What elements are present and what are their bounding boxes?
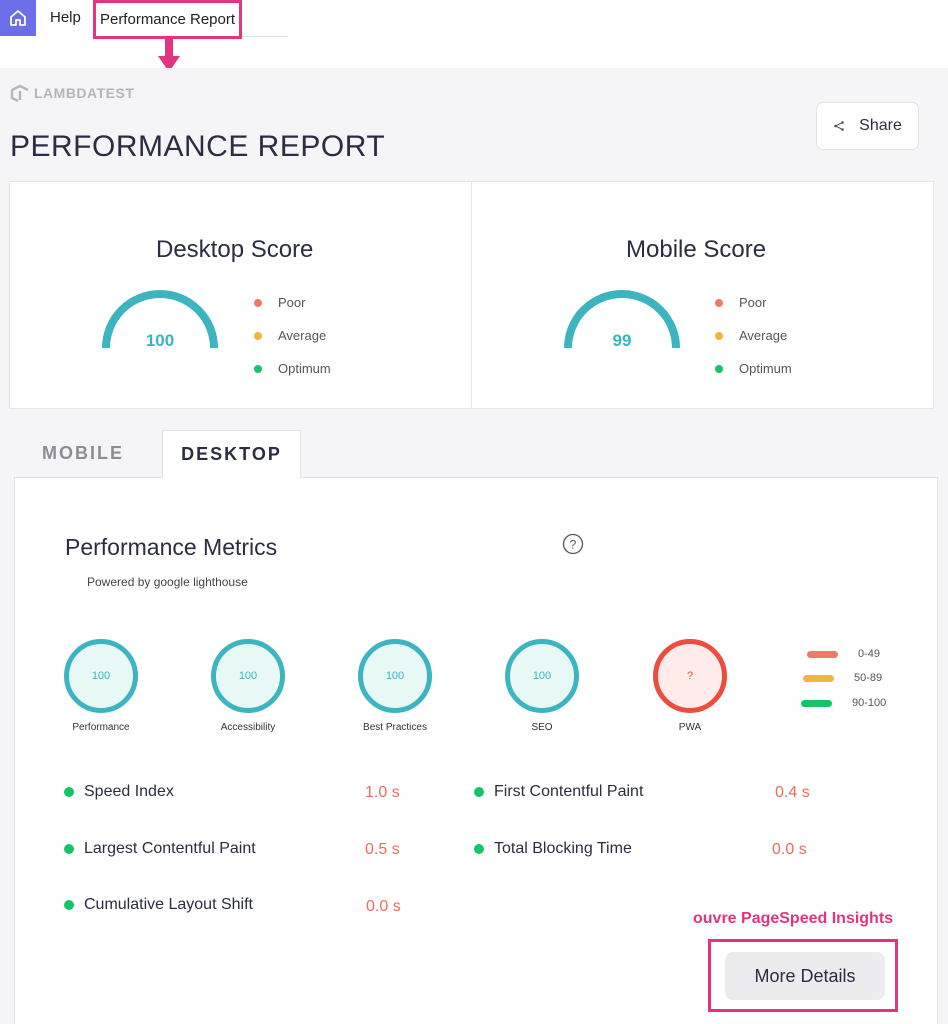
pwa-score-circle: ? xyxy=(653,639,727,713)
legend-dot xyxy=(254,364,262,373)
range-bar xyxy=(801,699,832,707)
metric-largest-contentful-paint-value: 0.5 s xyxy=(365,841,400,858)
range-bar xyxy=(807,650,838,658)
status-dot xyxy=(64,787,74,797)
performance-metrics-panel: Performance Metrics ? Powered by google … xyxy=(14,477,938,1024)
legend-label: Optimum xyxy=(739,361,792,376)
help-icon[interactable]: ? xyxy=(562,533,584,555)
status-dot xyxy=(64,844,74,854)
best-practices-label: Best Practices xyxy=(363,722,427,733)
nav-performance-report-tab[interactable]: Performance Report xyxy=(93,0,242,39)
annotation-highlight-frame xyxy=(708,939,898,1012)
legend-dot xyxy=(715,331,723,340)
legend-dot xyxy=(715,364,723,373)
legend-item-poor: Poor xyxy=(715,286,792,319)
range-legend-low: 0-49 xyxy=(807,648,880,660)
metric-total-blocking-time-value: 0.0 s xyxy=(772,841,807,858)
range-label: 0-49 xyxy=(858,648,881,660)
lambdatest-logo: LAMBDATEST xyxy=(10,84,134,102)
metric-label: Cumulative Layout Shift xyxy=(84,896,253,913)
legend-item-optimum: Optimum xyxy=(715,352,792,385)
desktop-score-legend: Poor Average Optimum xyxy=(254,286,331,385)
range-legend-mid: 50-89 xyxy=(803,672,882,684)
metric-speed-index-value: 1.0 s xyxy=(365,784,400,801)
legend-label: Poor xyxy=(278,295,306,310)
legend-dot xyxy=(715,298,723,307)
metric-first-contentful-paint-value: 0.4 s xyxy=(775,784,810,801)
mobile-score-title: Mobile Score xyxy=(626,236,767,263)
performance-metrics-title: Performance Metrics xyxy=(65,534,278,560)
report-page: LAMBDATEST PERFORMANCE REPORT Share Desk… xyxy=(0,68,948,1024)
home-icon xyxy=(10,10,26,26)
svg-text:?: ? xyxy=(570,538,577,552)
legend-item-average: Average xyxy=(254,319,331,352)
seo-score-circle: 100 xyxy=(505,639,579,713)
nav-help-link[interactable]: Help xyxy=(50,9,81,26)
accessibility-score-circle: 100 xyxy=(211,639,285,713)
legend-label: Poor xyxy=(739,295,767,310)
metric-label: First Contentful Paint xyxy=(494,783,644,800)
legend-item-optimum: Optimum xyxy=(254,352,331,385)
tab-desktop[interactable]: DESKTOP xyxy=(162,430,301,478)
metric-label: Largest Contentful Paint xyxy=(84,840,256,857)
desktop-score-gauge xyxy=(102,290,218,349)
performance-score-circle: 100 xyxy=(64,639,138,713)
metric-cumulative-layout-shift-value: 0.0 s xyxy=(366,898,401,915)
mobile-score-legend: Poor Average Optimum xyxy=(715,286,792,385)
annotation-note: ouvre PageSpeed Insights xyxy=(693,910,894,927)
range-bar xyxy=(803,674,834,682)
metric-cumulative-layout-shift: Cumulative Layout Shift xyxy=(64,896,253,914)
top-nav: Help Performance Report xyxy=(0,0,948,39)
logo-text: LAMBDATEST xyxy=(34,85,135,101)
desktop-score-title: Desktop Score xyxy=(156,236,314,263)
legend-dot xyxy=(254,298,262,307)
share-icon xyxy=(834,121,844,131)
status-dot xyxy=(474,844,484,854)
legend-label: Average xyxy=(739,328,788,343)
metric-label: Total Blocking Time xyxy=(494,840,632,857)
score-divider xyxy=(471,182,472,408)
range-label: 50-89 xyxy=(854,672,883,684)
legend-item-average: Average xyxy=(715,319,792,352)
page-title: PERFORMANCE REPORT xyxy=(10,130,386,163)
range-label: 90-100 xyxy=(852,697,887,709)
share-label: Share xyxy=(859,117,902,134)
metric-first-contentful-paint: First Contentful Paint xyxy=(474,783,643,801)
mobile-score-gauge xyxy=(564,290,680,349)
accessibility-label: Accessibility xyxy=(220,722,276,733)
legend-label: Average xyxy=(278,328,327,343)
score-panels: Desktop Score 100 Poor Average Optimum M… xyxy=(9,181,934,409)
metric-speed-index: Speed Index xyxy=(64,783,174,801)
annotation-arrow-icon xyxy=(158,38,180,72)
mobile-score-value: 99 xyxy=(612,331,632,350)
status-dot xyxy=(474,787,484,797)
legend-dot xyxy=(254,331,262,340)
metric-total-blocking-time: Total Blocking Time xyxy=(474,840,632,858)
range-legend-high: 90-100 xyxy=(801,697,886,709)
pwa-label: PWA xyxy=(678,722,702,733)
legend-item-poor: Poor xyxy=(254,286,331,319)
metric-label: Speed Index xyxy=(84,783,174,800)
status-dot xyxy=(64,900,74,910)
home-button[interactable] xyxy=(0,0,36,36)
metric-largest-contentful-paint: Largest Contentful Paint xyxy=(64,840,256,858)
nav-divider xyxy=(242,36,288,37)
seo-label: SEO xyxy=(531,722,553,733)
desktop-score-value: 100 xyxy=(145,331,175,350)
performance-label: Performance xyxy=(72,722,130,733)
more-details-button[interactable]: More Details xyxy=(725,952,885,1000)
lambdatest-logo-icon xyxy=(10,84,29,102)
legend-label: Optimum xyxy=(278,361,331,376)
share-button[interactable]: Share xyxy=(816,102,919,150)
nav-performance-report-label: Performance Report xyxy=(99,11,236,28)
powered-by-text: Powered by google lighthouse xyxy=(87,575,248,589)
best-practices-score-circle: 100 xyxy=(358,639,432,713)
tab-mobile[interactable]: MOBILE xyxy=(42,442,124,463)
